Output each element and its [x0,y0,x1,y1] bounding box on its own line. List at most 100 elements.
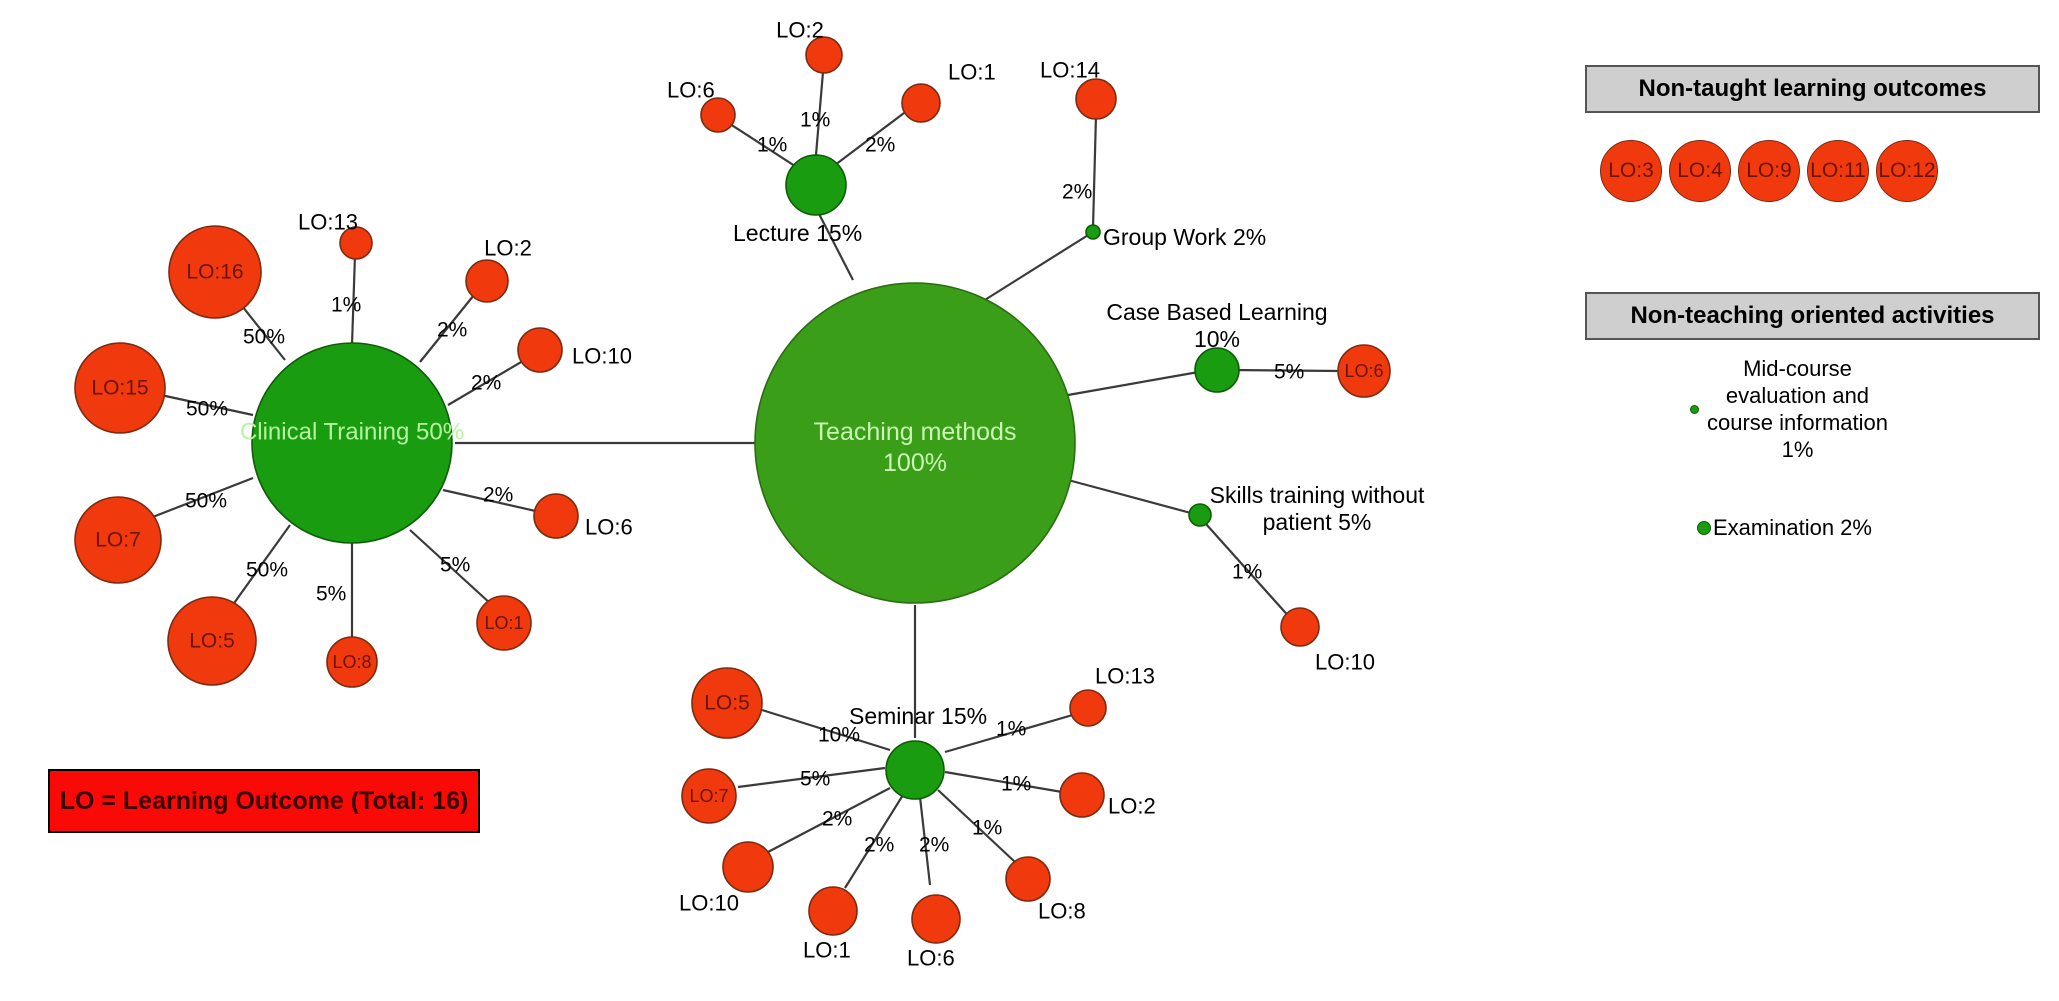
node-skills-training[interactable] [1188,503,1212,527]
clinical-lo8-pct: 5% [316,583,346,606]
node-seminar-lo2[interactable] [1059,772,1105,818]
clinical-lo16-pct: 50% [243,326,285,349]
node-clinical-lo6[interactable] [533,493,579,539]
node-teaching-methods[interactable] [754,282,1076,604]
clinical-hub-label: Clinical Training 50% [240,419,464,446]
node-clinical-lo7[interactable] [74,496,162,584]
node-lecture-lo1[interactable] [901,83,941,123]
seminar-lo8-label: LO:8 [1038,899,1086,924]
chip-lo3[interactable]: LO:3 [1600,140,1662,202]
lecture-lo6-label: LO:6 [667,78,715,103]
edge-clinical-lo2 [419,289,479,363]
node-lecture-lo6[interactable] [700,97,736,133]
clinical-lo15-pct: 50% [186,398,228,421]
node-clinical-lo8[interactable] [326,636,378,688]
node-groupwork-lo14[interactable] [1075,78,1117,120]
node-case-based-learning[interactable] [1194,347,1240,393]
node-cbl-lo6[interactable] [1337,344,1391,398]
node-clinical-lo2[interactable] [465,259,509,303]
node-seminar[interactable] [885,740,945,800]
node-seminar-lo5[interactable] [691,667,763,739]
lecture-lo2-pct: 1% [800,109,830,132]
center-label-line1: Teaching methods [814,418,1017,446]
chip-lo11[interactable]: LO:11 [1807,140,1869,202]
activity-midcourse-dot-icon [1690,404,1699,414]
chip-lo4[interactable]: LO:4 [1669,140,1731,202]
activity-midcourse[interactable]: Mid-course evaluation and course informa… [1690,355,1960,463]
seminar-edges [737,708,1084,889]
node-seminar-lo8[interactable] [1005,856,1051,902]
chip-lo4-label: LO:4 [1677,159,1723,182]
clinical-lo15-label: LO:15 [91,377,148,400]
seminar-lo13-label: LO:13 [1095,664,1155,689]
chip-lo12-label: LO:12 [1878,159,1936,182]
chip-lo12[interactable]: LO:12 [1876,140,1938,202]
edge-clinical-lo7 [144,476,254,522]
node-clinical-lo10[interactable] [517,327,563,373]
activity-midcourse-l3: course information [1707,410,1888,435]
node-lecture-lo2[interactable] [805,36,843,74]
edge-seminar-lo7 [737,766,886,789]
clinical-lo6-label: LO:6 [585,515,633,540]
edge-seminar-lo5 [761,708,891,752]
seminar-lo10-label: LO:10 [679,891,739,916]
node-seminar-lo6[interactable] [911,894,961,944]
node-clinical-lo16[interactable] [168,225,262,319]
skills-hub-line2: patient 5% [1263,509,1372,535]
node-seminar-lo10[interactable] [722,841,774,893]
node-clinical-lo1[interactable] [476,595,532,651]
clinical-lo8-label: LO:8 [332,652,371,672]
node-seminar-lo13[interactable] [1069,689,1107,727]
edge-seminar-lo8 [937,789,1016,863]
lecture-lo1-pct: 2% [865,134,895,157]
clinical-lo13-label: LO:13 [298,210,358,235]
node-skills-lo10[interactable] [1280,607,1320,647]
skills-lo10-pct: 1% [1232,561,1262,584]
edge-clinical-lo10 [447,357,529,406]
edge-seminar-lo2 [944,770,1069,795]
node-lecture[interactable] [785,154,847,216]
edge-seminar-lo6 [918,796,932,886]
edge-seminar-lo10 [767,787,891,853]
panel-nontaught-title: Non-taught learning outcomes [1638,75,1987,102]
node-seminar-lo1[interactable] [808,886,858,936]
lecture-lo6-pct: 1% [757,134,787,157]
chip-lo9[interactable]: LO:9 [1738,140,1800,202]
clinical-lo1-label: LO:1 [484,613,523,633]
edge-seminar-lo13 [944,710,1084,754]
edge-clinical-lo6 [442,488,541,514]
edge-lecture-lo1 [834,109,909,166]
clinical-lo2-label: LO:2 [484,236,532,261]
activity-midcourse-l4: 1% [1781,437,1814,462]
node-clinical-lo13[interactable] [339,226,373,260]
node-clinical-lo15[interactable] [74,342,166,434]
groupwork-lo14-label: LO:14 [1040,58,1100,83]
node-clinical-training[interactable] [251,342,453,544]
panel-nonteaching-title: Non-teaching oriented activities [1630,302,1995,329]
edge-center-skills [1067,478,1203,518]
node-clinical-lo5[interactable] [167,596,257,686]
clinical-lo6-pct: 2% [483,484,513,507]
clinical-lo10-label: LO:10 [572,344,632,369]
legend-learning-outcome: LO = Learning Outcome (Total: 16) [48,769,480,833]
chip-lo11-label: LO:11 [1810,159,1866,182]
seminar-lo7-pct: 5% [800,768,830,791]
edge-lecture-lo6 [726,121,799,169]
seminar-lo5-pct: 10% [818,724,860,747]
seminar-lo13-pct: 1% [996,718,1026,741]
legend-learning-outcome-label: LO = Learning Outcome (Total: 16) [59,786,469,815]
seminar-lo1-pct: 2% [864,834,894,857]
node-group-work[interactable] [1085,224,1101,240]
edge-lecture-lo2 [814,71,825,156]
cbl-edges [1231,368,1341,373]
seminar-lo7-label: LO:7 [689,786,728,806]
seminar-lo2-label: LO:2 [1108,794,1156,819]
node-seminar-lo7[interactable] [681,768,737,824]
center-label-line2: 100% [883,449,947,477]
seminar-lo2-pct: 1% [1001,773,1031,796]
seminar-hub-label: Seminar 15% [849,703,987,729]
activity-examination[interactable]: Examination 2% [1697,515,1872,541]
skills-hub-line1: Skills training without [1210,482,1425,508]
edge-seminar-lo1 [844,794,904,889]
